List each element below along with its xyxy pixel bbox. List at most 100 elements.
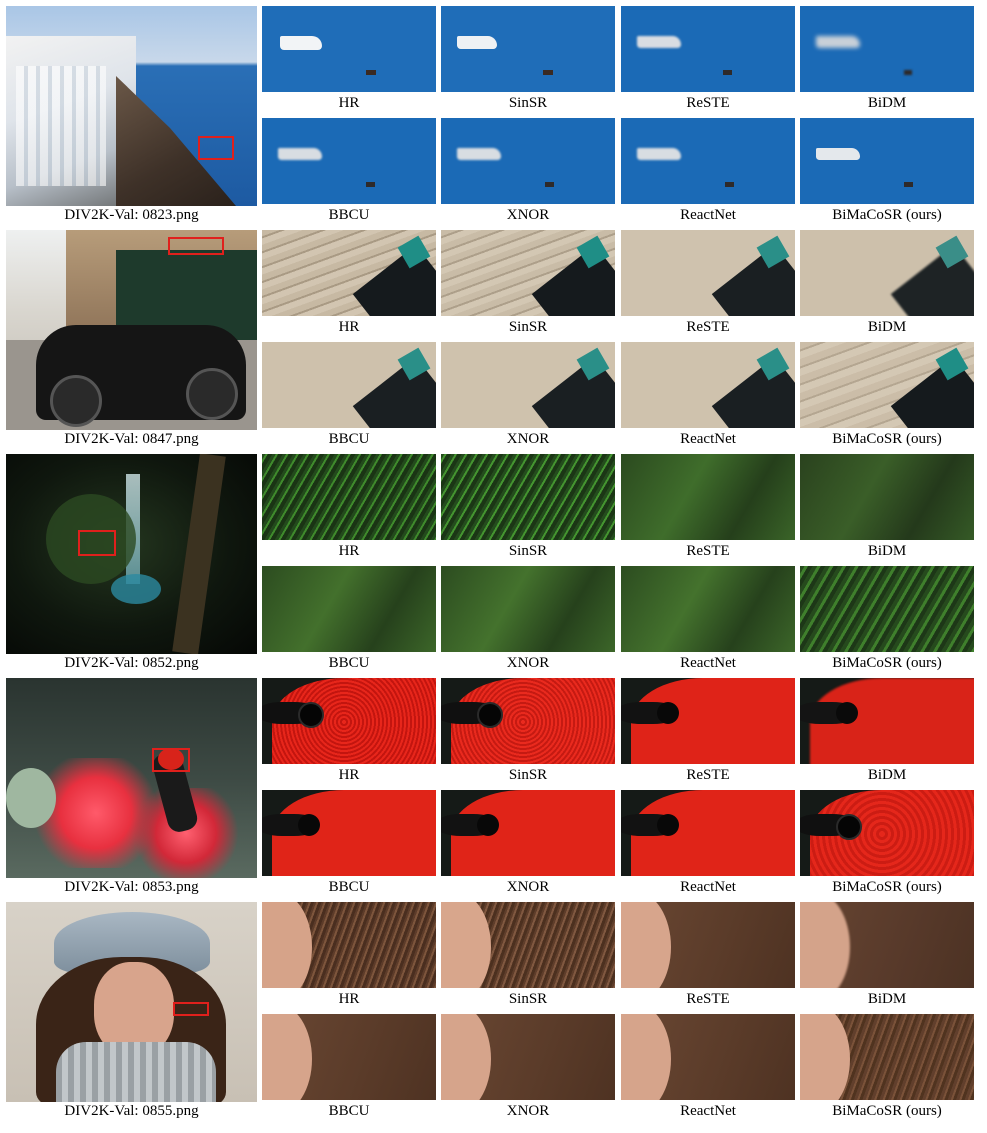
crop-bimacosr bbox=[800, 790, 974, 876]
crop-label: BiDM bbox=[867, 319, 907, 335]
crop-label: BBCU bbox=[328, 431, 370, 447]
main-image bbox=[6, 902, 257, 1102]
crop-label: HR bbox=[338, 767, 360, 783]
crop-label: XNOR bbox=[506, 431, 550, 447]
crop-bimacosr bbox=[800, 342, 974, 428]
crop-label: XNOR bbox=[506, 1103, 550, 1119]
crop-label: ReactNet bbox=[680, 879, 736, 895]
crop-hr bbox=[262, 678, 436, 764]
crop-label: BiMaCoSR (ours) bbox=[832, 655, 942, 671]
crop-xnor bbox=[441, 118, 615, 204]
crop-label: BBCU bbox=[328, 879, 370, 895]
crop-reactnet bbox=[621, 1014, 795, 1100]
crop-sinsr bbox=[441, 678, 615, 764]
crop-hr bbox=[262, 230, 436, 316]
crop-label: BBCU bbox=[328, 1103, 370, 1119]
crop-bbcu bbox=[262, 118, 436, 204]
crop-sinsr bbox=[441, 902, 615, 988]
crop-label: HR bbox=[338, 543, 360, 559]
crop-label: ReSTE bbox=[686, 319, 730, 335]
crop-bbcu bbox=[262, 342, 436, 428]
crop-label: HR bbox=[338, 95, 360, 111]
crop-label: ReSTE bbox=[686, 767, 730, 783]
main-image bbox=[6, 6, 257, 206]
crop-label: ReSTE bbox=[686, 543, 730, 559]
crop-bidm bbox=[800, 454, 974, 540]
crop-reactnet bbox=[621, 790, 795, 876]
zoom-region-box bbox=[152, 748, 190, 772]
crop-label: ReactNet bbox=[680, 431, 736, 447]
main-image bbox=[6, 230, 257, 430]
crop-label: SinSR bbox=[508, 543, 548, 559]
crop-reactnet bbox=[621, 566, 795, 652]
crop-hr bbox=[262, 902, 436, 988]
image-caption: DIV2K-Val: 0847.png bbox=[64, 431, 199, 447]
crop-bbcu bbox=[262, 566, 436, 652]
crop-label: ReactNet bbox=[680, 655, 736, 671]
crop-label: HR bbox=[338, 991, 360, 1007]
group-0855: DIV2K-Val: 0855.png HR SinSR ReSTE BiDM … bbox=[0, 896, 987, 1120]
group-0853: DIV2K-Val: 0853.png HR SinSR ReSTE BiDM bbox=[0, 672, 987, 896]
crop-reactnet bbox=[621, 342, 795, 428]
crop-label: SinSR bbox=[508, 95, 548, 111]
crop-hr bbox=[262, 454, 436, 540]
crop-label: BiMaCoSR (ours) bbox=[832, 207, 942, 223]
zoom-region-box bbox=[173, 1002, 209, 1016]
image-caption: DIV2K-Val: 0855.png bbox=[64, 1103, 199, 1119]
crop-sinsr bbox=[441, 6, 615, 92]
crop-bimacosr bbox=[800, 118, 974, 204]
crop-xnor bbox=[441, 566, 615, 652]
group-0823: DIV2K-Val: 0823.png HR SinSR ReSTE BiDM … bbox=[0, 0, 987, 224]
image-caption: DIV2K-Val: 0853.png bbox=[64, 879, 199, 895]
group-0847: DIV2K-Val: 0847.png HR SinSR ReSTE BiDM … bbox=[0, 224, 987, 448]
crop-label: XNOR bbox=[506, 207, 550, 223]
crop-bidm bbox=[800, 678, 974, 764]
main-image bbox=[6, 678, 257, 878]
crop-xnor bbox=[441, 1014, 615, 1100]
crop-bbcu bbox=[262, 1014, 436, 1100]
crop-label: BiDM bbox=[867, 991, 907, 1007]
crop-sinsr bbox=[441, 230, 615, 316]
crop-label: XNOR bbox=[506, 655, 550, 671]
crop-reactnet bbox=[621, 118, 795, 204]
crop-label: ReactNet bbox=[680, 1103, 736, 1119]
crop-label: BBCU bbox=[328, 655, 370, 671]
crop-bidm bbox=[800, 6, 974, 92]
crop-reste bbox=[621, 454, 795, 540]
zoom-region-box bbox=[168, 237, 224, 255]
crop-label: BiMaCoSR (ours) bbox=[832, 1103, 942, 1119]
crop-label: BiMaCoSR (ours) bbox=[832, 431, 942, 447]
crop-bbcu bbox=[262, 790, 436, 876]
crop-label: XNOR bbox=[506, 879, 550, 895]
crop-label: BiDM bbox=[867, 95, 907, 111]
crop-label: ReactNet bbox=[680, 207, 736, 223]
zoom-region-box bbox=[78, 530, 116, 556]
crop-bimacosr bbox=[800, 1014, 974, 1100]
crop-bidm bbox=[800, 902, 974, 988]
crop-label: ReSTE bbox=[686, 991, 730, 1007]
crop-label: BiDM bbox=[867, 767, 907, 783]
group-0852: DIV2K-Val: 0852.png HR SinSR ReSTE BiDM … bbox=[0, 448, 987, 672]
zoom-region-box bbox=[198, 136, 234, 160]
image-caption: DIV2K-Val: 0852.png bbox=[64, 655, 199, 671]
crop-label: SinSR bbox=[508, 767, 548, 783]
crop-reste bbox=[621, 678, 795, 764]
crop-label: SinSR bbox=[508, 319, 548, 335]
crop-label: BiMaCoSR (ours) bbox=[832, 879, 942, 895]
crop-hr bbox=[262, 6, 436, 92]
crop-reste bbox=[621, 902, 795, 988]
crop-label: SinSR bbox=[508, 991, 548, 1007]
crop-label: BiDM bbox=[867, 543, 907, 559]
crop-xnor bbox=[441, 342, 615, 428]
crop-xnor bbox=[441, 790, 615, 876]
crop-bimacosr bbox=[800, 566, 974, 652]
crop-reste bbox=[621, 6, 795, 92]
crop-label: HR bbox=[338, 319, 360, 335]
crop-reste bbox=[621, 230, 795, 316]
main-image bbox=[6, 454, 257, 654]
crop-label: ReSTE bbox=[686, 95, 730, 111]
image-caption: DIV2K-Val: 0823.png bbox=[64, 207, 199, 223]
crop-sinsr bbox=[441, 454, 615, 540]
crop-bidm bbox=[800, 230, 974, 316]
